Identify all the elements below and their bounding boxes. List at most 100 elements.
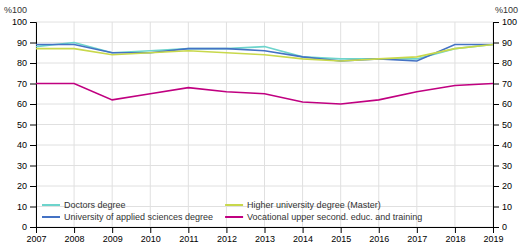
legend-item: Vocational upper second. educ. and train…: [225, 212, 422, 222]
y-axis-tick: 70: [17, 79, 36, 89]
legend-label: Vocational upper second. educ. and train…: [247, 212, 422, 222]
x-axis-tick-mark: [74, 227, 75, 233]
y-axis-tick: 100: [12, 17, 36, 27]
y-axis-tick-mark: [30, 207, 36, 208]
x-axis-tick-label: 2014: [293, 234, 313, 244]
legend-label: Higher university degree (Master): [247, 200, 381, 210]
y2-axis-tick: 0: [493, 222, 507, 232]
x-axis-tick-mark: [265, 227, 266, 233]
y2-axis-tick: 30: [493, 161, 512, 171]
x-axis-tick: 2013: [255, 227, 275, 244]
y-axis-tick-mark: [30, 125, 36, 126]
x-axis-line: [37, 228, 494, 234]
y-axis-tick-label: 10: [17, 202, 27, 212]
x-axis-tick-label: 2011: [179, 234, 198, 244]
series-line: [36, 84, 493, 105]
y-axis-tick-label: 60: [17, 99, 27, 109]
x-axis-tick-mark: [303, 227, 304, 233]
y2-axis-tick-mark: [493, 63, 499, 64]
x-axis-tick-mark: [150, 227, 151, 233]
x-axis-tick: 2007: [26, 227, 46, 244]
y-axis: 0102030405060708090100: [12, 17, 37, 232]
y-axis-tick-mark: [30, 104, 36, 105]
y-axis-tick-mark: [30, 63, 36, 64]
x-axis-tick: 2016: [369, 227, 389, 244]
y-axis-tick: 10: [17, 202, 36, 212]
x-axis-tick: 2018: [445, 227, 465, 244]
y-axis-tick: 20: [17, 181, 36, 191]
x-axis-tick-mark: [188, 227, 189, 233]
y-axis-line: [30, 23, 37, 228]
x-axis-tick-mark: [112, 227, 113, 233]
y2-axis-tick: 100: [493, 17, 517, 27]
y-axis-tick: 90: [17, 38, 36, 48]
y2-axis-tick-label: 30: [502, 161, 512, 171]
y-axis-tick-label: 0: [22, 222, 27, 232]
plot-area: [36, 43, 493, 105]
x-axis-tick-label: 2013: [255, 234, 275, 244]
legend-item: Higher university degree (Master): [225, 200, 381, 210]
x-axis-tick: 2014: [293, 227, 313, 244]
legend-label: University of applied sciences degree: [64, 212, 213, 222]
x-axis-tick-label: 2016: [369, 234, 389, 244]
y-axis-label: %100: [4, 5, 27, 15]
y2-axis-tick-mark: [493, 43, 499, 44]
y-axis-tick-mark: [30, 166, 36, 167]
legend-swatch: [42, 204, 60, 206]
y-axis-tick: 50: [17, 120, 36, 130]
x-axis-tick: 2015: [331, 227, 351, 244]
x-axis-tick-label: 2009: [103, 234, 123, 244]
x-axis-tick-mark: [226, 227, 227, 233]
y2-axis-tick-mark: [493, 166, 499, 167]
x-axis-tick-label: 2017: [407, 234, 427, 244]
legend-swatch: [225, 216, 243, 218]
grid-line-x: [378, 22, 379, 227]
x-axis-tick: 2012: [217, 227, 237, 244]
y2-axis-tick-mark: [493, 186, 499, 187]
y2-axis-tick-label: 90: [502, 38, 512, 48]
legend-item: University of applied sciences degree: [42, 212, 213, 222]
y-axis-tick: 0: [22, 222, 36, 232]
y-axis-tick-label: 100: [12, 17, 27, 27]
y-axis-tick-label: 40: [17, 140, 27, 150]
grid-line-x: [264, 22, 265, 227]
y2-axis-label: %100: [495, 5, 518, 15]
y-axis-tick-label: 80: [17, 58, 27, 68]
y2-axis-tick: 90: [493, 38, 512, 48]
grid-line-x: [188, 22, 189, 227]
x-axis-tick: 2008: [65, 227, 85, 244]
x-axis-tick-label: 2007: [26, 234, 46, 244]
y2-axis-tick-label: 0: [502, 222, 507, 232]
y2-axis-line: [494, 23, 500, 228]
y-axis-tick-label: 20: [17, 181, 27, 191]
x-axis-tick-label: 2019: [483, 234, 503, 244]
legend: Doctors degree University of applied scie…: [42, 200, 422, 222]
y-axis-tick-label: 50: [17, 120, 27, 130]
x-axis: 2007200820092010201120122013201420152016…: [26, 227, 503, 244]
grid-line-x: [416, 22, 417, 227]
y2-axis-tick: 80: [493, 58, 512, 68]
y2-axis-tick-mark: [493, 84, 499, 85]
y2-axis-tick: 70: [493, 79, 512, 89]
x-axis-tick: 2009: [103, 227, 123, 244]
y2-axis-tick: 60: [493, 99, 512, 109]
grid-line-x: [302, 22, 303, 227]
x-axis-tick-mark: [341, 227, 342, 233]
x-axis-tick-label: 2015: [331, 234, 351, 244]
y2-axis-tick-label: 10: [502, 202, 512, 212]
y-axis-tick-mark: [30, 145, 36, 146]
y-axis-tick: 40: [17, 140, 36, 150]
y2-axis-tick-mark: [493, 207, 499, 208]
grid-line-x: [74, 22, 75, 227]
y2-axis-tick: 10: [493, 202, 512, 212]
y-axis-tick-mark: [30, 227, 36, 228]
y-axis-tick-label: 70: [17, 79, 27, 89]
series-line: [36, 45, 493, 61]
y2-axis-tick-label: 20: [502, 181, 512, 191]
legend-item: Doctors degree: [42, 200, 126, 210]
x-axis-tick-mark: [455, 227, 456, 233]
x-axis-tick-label: 2018: [445, 234, 465, 244]
grid: [36, 22, 493, 227]
y-axis-tick-mark: [30, 186, 36, 187]
x-axis-tick-label: 2012: [217, 234, 237, 244]
